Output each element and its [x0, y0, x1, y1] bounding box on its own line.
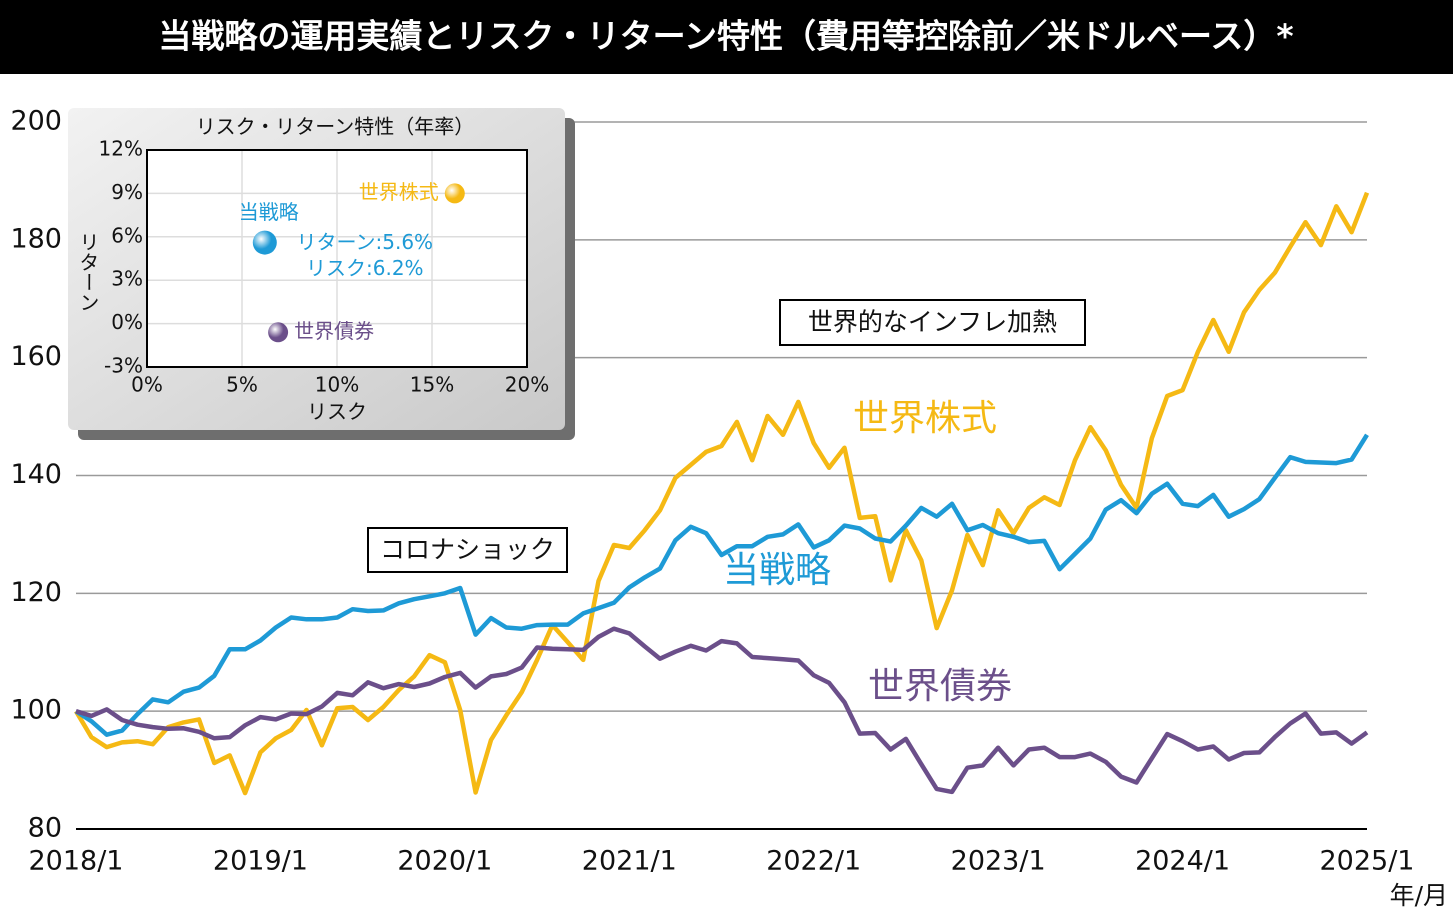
point — [444, 183, 465, 204]
x-tick-label: 0% — [131, 373, 163, 397]
value-label: リスク:6.2% — [306, 256, 424, 280]
annotation: 世界的なインフレ加熱 — [808, 308, 1057, 337]
series-line — [75, 626, 1369, 795]
y-tick-label: 100 — [10, 695, 62, 726]
y-tick-label: 140 — [10, 459, 62, 490]
x-tick-label: 2020/1 — [397, 846, 492, 877]
y-tick-label: 200 — [10, 106, 62, 137]
plot-frame — [146, 149, 528, 368]
annotation-box — [367, 527, 568, 573]
y-tick-label: 80 — [28, 813, 62, 844]
y-tick-label: 3% — [111, 267, 143, 291]
point — [268, 322, 289, 343]
main-chart: 80 100 120 140 160 180 200 2018/1 2019/1 2020/1 20… — [10, 106, 1448, 911]
series-label: 世界株式 — [853, 398, 997, 439]
inset-chart: リスク・リターン特性（年率）0% 5% 10% 15% 20%-3%0%3%6%9%12… — [68, 108, 575, 440]
annotation-box — [779, 299, 1086, 346]
title-bar — [0, 0, 1453, 74]
x-tick-label: 2023/1 — [951, 846, 1046, 877]
y-tick-label: 9% — [111, 180, 143, 204]
x-tick-label: 2024/1 — [1135, 846, 1230, 877]
y-tick-label: -3% — [104, 354, 143, 378]
x-tick-label: 2025/1 — [1320, 846, 1415, 877]
page-title: 当戦略の運用実績とリスク・リターン特性（費用等控除前／米ドルベース）* — [158, 17, 1293, 56]
series-label: 当戦略 — [723, 550, 831, 591]
y-axis-label: リターン — [76, 232, 100, 312]
y-tick-label: 12% — [99, 137, 143, 161]
y-tick-label: 180 — [10, 223, 62, 254]
x-tick-label: 15% — [410, 373, 454, 397]
y-tick-label: 6% — [111, 223, 143, 247]
series-label: 世界債券 — [868, 666, 1012, 707]
y-tick-label: 0% — [111, 310, 143, 334]
y-tick-label: 160 — [10, 341, 62, 372]
point-label: 世界株式 — [359, 180, 439, 204]
x-axis-label: リスク — [307, 400, 367, 424]
x-tick-label: 2019/1 — [213, 846, 308, 877]
x-tick-label: 2021/1 — [582, 846, 677, 877]
point — [252, 230, 277, 255]
x-tick-label: 10% — [315, 373, 359, 397]
x-axis-label: 年/月 — [1390, 881, 1448, 910]
y-tick-label: 120 — [10, 577, 62, 608]
x-tick-label: 5% — [226, 373, 258, 397]
inset-title: リスク・リターン特性（年率） — [196, 115, 475, 139]
point-label: 世界債券 — [294, 319, 374, 343]
x-tick-label: 2018/1 — [29, 846, 124, 877]
series-line — [74, 191, 1370, 796]
series-line — [74, 433, 1369, 737]
annotation: コロナショック — [380, 535, 555, 564]
x-tick-label: 20% — [505, 373, 549, 397]
value-label: リターン:5.6% — [297, 230, 434, 254]
point-label: 当戦略 — [239, 200, 299, 224]
x-tick-label: 2022/1 — [766, 846, 861, 877]
